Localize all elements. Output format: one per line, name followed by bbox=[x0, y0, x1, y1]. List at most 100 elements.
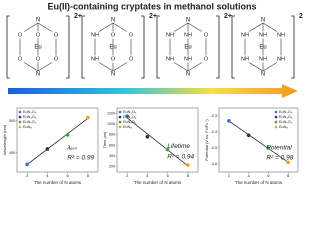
y-axis-label: Potential (V vs. Fc/Fc⁺) bbox=[204, 119, 209, 161]
donor: NH bbox=[259, 32, 267, 38]
fit-line bbox=[126, 117, 189, 167]
donor: NH bbox=[277, 56, 285, 62]
donor-bg bbox=[108, 31, 118, 39]
donor: O bbox=[36, 32, 41, 38]
legend-swatch bbox=[274, 115, 278, 119]
legend-swatch bbox=[274, 120, 278, 124]
strand bbox=[19, 22, 39, 72]
donor-bg bbox=[126, 31, 136, 39]
x-tick-label: 6 bbox=[167, 173, 170, 178]
point bbox=[145, 135, 150, 139]
x-tick-label: 4 bbox=[146, 173, 149, 178]
donor-bg bbox=[126, 55, 136, 63]
point bbox=[246, 133, 251, 137]
x-tick-label: 8 bbox=[187, 173, 190, 178]
y-tick-label: 400 bbox=[109, 154, 115, 158]
y-tick-label: 1200 bbox=[107, 111, 115, 115]
point bbox=[45, 147, 50, 151]
annotation: Lifetime bbox=[167, 143, 190, 150]
donor-bg bbox=[15, 31, 25, 39]
legend-swatch bbox=[18, 110, 22, 114]
point bbox=[286, 160, 290, 165]
donor-bg bbox=[258, 31, 268, 39]
y-tick-label: 450 bbox=[9, 151, 15, 155]
y-tick-label: 200 bbox=[109, 165, 115, 169]
y-tick-label: 1000 bbox=[107, 122, 115, 126]
y-tick-label: 600 bbox=[109, 143, 115, 147]
legend-swatch bbox=[274, 125, 278, 129]
annotation: R² = 0.99 bbox=[67, 155, 94, 162]
donor: NH bbox=[166, 56, 174, 62]
donor-bg bbox=[201, 55, 211, 63]
annotation: R² = 0.98 bbox=[266, 155, 293, 162]
donor-bg bbox=[183, 55, 193, 63]
strand bbox=[112, 22, 132, 72]
donor: O bbox=[111, 32, 116, 38]
bridgehead: N bbox=[261, 72, 265, 78]
legend-swatch bbox=[274, 110, 278, 114]
x-tick-label: 4 bbox=[248, 173, 251, 178]
donor-bg bbox=[51, 31, 61, 39]
y-tick-label: 800 bbox=[109, 133, 115, 137]
legend-swatch bbox=[118, 115, 122, 119]
donor: NH bbox=[91, 56, 99, 62]
metal: Eu bbox=[34, 45, 41, 51]
donor: NH bbox=[259, 56, 267, 62]
fit-line bbox=[228, 120, 289, 163]
strand bbox=[262, 22, 282, 72]
plot-frame bbox=[16, 107, 99, 173]
annotation: R² = 0.94 bbox=[167, 153, 194, 160]
legend-label: EuN₆O₂ bbox=[23, 120, 37, 124]
bracket bbox=[6, 15, 70, 79]
strand bbox=[187, 22, 207, 72]
donor: NH bbox=[184, 32, 192, 38]
donor-bg bbox=[33, 31, 43, 39]
legend-label: EuN₄O₄ bbox=[123, 115, 137, 119]
x-tick-label: 8 bbox=[287, 173, 290, 178]
donor: O bbox=[129, 32, 134, 38]
donor: O bbox=[111, 56, 116, 62]
point bbox=[125, 114, 129, 118]
point bbox=[165, 147, 170, 152]
legend-label: EuN₈ bbox=[123, 125, 132, 129]
x-tick-label: 6 bbox=[267, 173, 270, 178]
legend-label: EuN₄O₄ bbox=[23, 115, 37, 119]
metal: Eu bbox=[184, 45, 191, 51]
bracket bbox=[156, 15, 220, 79]
donor: O bbox=[36, 56, 41, 62]
bridgehead: N bbox=[36, 18, 40, 24]
x-tick-label: 2 bbox=[228, 173, 231, 178]
bridgehead: N bbox=[111, 18, 115, 24]
point bbox=[25, 162, 29, 167]
donor: O bbox=[204, 32, 209, 38]
donor-bg bbox=[51, 55, 61, 63]
y-tick-label: -0.6 bbox=[211, 162, 217, 166]
x-tick-label: 8 bbox=[87, 173, 90, 178]
strand bbox=[169, 22, 189, 72]
donor: O bbox=[18, 32, 23, 38]
x-tick-label: 4 bbox=[46, 173, 49, 178]
legend-label: EuN₂O₆ bbox=[23, 110, 37, 114]
y-tick-label: -0.3 bbox=[211, 114, 217, 118]
donor-bg bbox=[90, 55, 100, 63]
graphical-abstract: Eu(II)-containing cryptates in methanol … bbox=[2, 1, 303, 185]
legend-label: EuN₆O₂ bbox=[123, 120, 137, 124]
donor-bg bbox=[276, 55, 286, 63]
y-tick-label: 500 bbox=[9, 119, 15, 123]
donor: NH bbox=[184, 56, 192, 62]
bridgehead: N bbox=[186, 18, 190, 24]
charge: 2+ bbox=[74, 13, 82, 20]
legend-swatch bbox=[18, 125, 22, 129]
donor-bg bbox=[258, 55, 268, 63]
donor: O bbox=[129, 56, 134, 62]
donor-bg bbox=[165, 55, 175, 63]
donor-bg bbox=[90, 31, 100, 39]
x-axis-label: The number of N atoms bbox=[134, 180, 182, 185]
legend-label: EuN₂O₆ bbox=[279, 110, 293, 114]
legend-label: EuN₈ bbox=[23, 125, 32, 129]
legend-swatch bbox=[118, 110, 122, 114]
fit-line bbox=[26, 118, 89, 165]
plot-frame bbox=[116, 107, 199, 173]
donor-bg bbox=[33, 55, 43, 63]
legend-label: EuN₄O₄ bbox=[279, 115, 293, 119]
